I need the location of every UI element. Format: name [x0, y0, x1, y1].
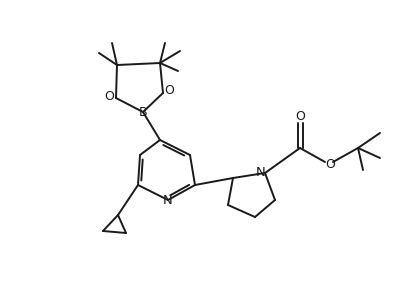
Text: O: O [104, 90, 114, 103]
Text: O: O [164, 84, 174, 96]
Text: B: B [139, 105, 147, 118]
Text: N: N [163, 194, 173, 206]
Text: O: O [325, 158, 335, 171]
Text: N: N [256, 166, 266, 179]
Text: O: O [295, 111, 305, 124]
